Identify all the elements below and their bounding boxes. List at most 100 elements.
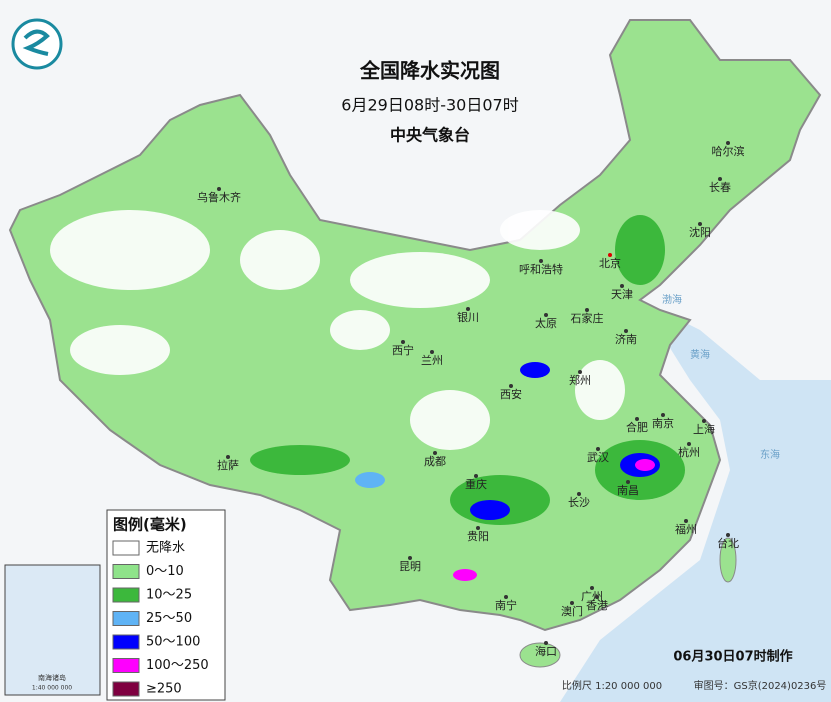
inset-box <box>4 564 101 696</box>
hainan <box>519 642 561 668</box>
legend-label: 无降水 <box>146 541 185 556</box>
city-dot <box>544 641 548 645</box>
city-dot <box>624 329 628 333</box>
city-dot <box>626 480 630 484</box>
city-dot <box>474 474 478 478</box>
city-label: 银川 <box>457 310 479 324</box>
city-dot <box>401 340 405 344</box>
city-dot <box>596 447 600 451</box>
city-label: 南宁 <box>495 598 517 612</box>
city-dot <box>504 595 508 599</box>
city-label: 西宁 <box>392 343 414 357</box>
legend-title: 图例(毫米) <box>113 516 187 534</box>
legend: 图例(毫米) 无降水 0～10 10～25 25～50 50～100 100～250 ≥25… <box>106 509 226 701</box>
city-dot <box>698 222 702 226</box>
legend-swatch <box>112 540 140 556</box>
city-label: 武汉 <box>587 451 609 464</box>
city-label: 拉萨 <box>217 458 239 472</box>
legend-label: 10～25 <box>146 588 192 603</box>
city-dot <box>476 526 480 530</box>
scale: 比例尺 1:20 000 000 <box>562 679 662 692</box>
city-dot <box>217 187 221 191</box>
legend-label: ≥250 <box>146 682 182 697</box>
city-label: 海口 <box>535 644 557 658</box>
city-label: 哈尔滨 <box>712 144 745 158</box>
ocean <box>560 300 831 702</box>
city-dot <box>684 519 688 523</box>
city-dot <box>433 451 437 455</box>
city-dot <box>726 141 730 145</box>
city-dot <box>578 370 582 374</box>
city-dot <box>718 177 722 181</box>
city-dot <box>466 307 470 311</box>
approval: 审图号：GS京(2024)0236号 <box>694 679 827 692</box>
city-dot <box>590 586 594 590</box>
sea-label: 渤海 <box>662 293 682 306</box>
city-dot <box>702 419 706 423</box>
city-dot <box>726 533 730 537</box>
city-dot <box>577 492 581 496</box>
city-dot <box>226 455 230 459</box>
city-label: 郑州 <box>569 373 591 387</box>
city-label: 石家庄 <box>571 311 604 325</box>
city-label: 沈阳 <box>689 225 711 239</box>
city-label: 乌鲁木齐 <box>197 190 241 204</box>
city-label: 济南 <box>615 332 637 346</box>
agency: 中央气象台 <box>390 126 470 145</box>
logo <box>11 18 63 70</box>
legend-swatch <box>112 681 140 697</box>
legend-label: 50～100 <box>146 635 200 650</box>
city-label: 香港 <box>586 599 608 612</box>
city-dot <box>539 259 543 263</box>
city-label: 呼和浩特 <box>519 262 563 276</box>
taiwan <box>719 537 737 583</box>
city-label: 贵阳 <box>467 530 489 543</box>
legend-label: 25～50 <box>146 611 192 626</box>
city-label: 台北 <box>717 536 739 550</box>
city-dot <box>620 284 624 288</box>
city-label: 澳门 <box>561 604 583 618</box>
city-label: 天津 <box>611 288 633 301</box>
city-label: 北京 <box>599 256 621 270</box>
no-rain-areas <box>50 210 625 450</box>
city-label: 南京 <box>652 416 674 430</box>
inset-title: 南海诸岛 <box>38 673 66 682</box>
legend-swatch <box>112 611 140 626</box>
city-dot <box>408 556 412 560</box>
heavy-rain-areas <box>250 215 685 581</box>
city-label: 福州 <box>675 522 697 536</box>
city-label: 成都 <box>424 455 446 468</box>
city-label: 西安 <box>500 387 522 401</box>
city-dot <box>661 413 665 417</box>
city-dot <box>430 350 434 354</box>
inset-scale: 1:40 000 000 <box>32 685 72 692</box>
legend-swatch <box>112 634 140 650</box>
city-dot <box>509 384 513 388</box>
city-dot <box>635 417 639 421</box>
city-dot <box>570 601 574 605</box>
city-label: 长沙 <box>568 496 590 509</box>
city-label: 上海 <box>693 422 715 436</box>
city-label: 兰州 <box>421 354 443 367</box>
city-dot <box>687 442 691 446</box>
city-dot <box>585 308 589 312</box>
inset: 南海诸岛 1:40 000 000 <box>4 564 101 696</box>
city-label: 太原 <box>535 317 557 330</box>
legend-label: 0～10 <box>146 564 184 579</box>
city-label: 广州 <box>581 590 603 603</box>
legend-swatch <box>112 564 140 579</box>
legend-swatch <box>112 658 140 673</box>
city-dot <box>608 253 612 257</box>
sea-label: 东海 <box>760 448 780 461</box>
city-label: 南昌 <box>617 484 639 497</box>
city-label: 合肥 <box>626 420 648 434</box>
map-subtitle: 6月29日08时-30日07时 <box>341 96 518 115</box>
sea-label: 黄海 <box>690 348 710 361</box>
city-dot <box>544 313 548 317</box>
city-label: 昆明 <box>399 560 421 573</box>
city-label: 长春 <box>709 181 731 194</box>
city-dot <box>595 595 599 599</box>
legend-swatch <box>112 587 140 603</box>
city-label: 重庆 <box>465 477 487 491</box>
